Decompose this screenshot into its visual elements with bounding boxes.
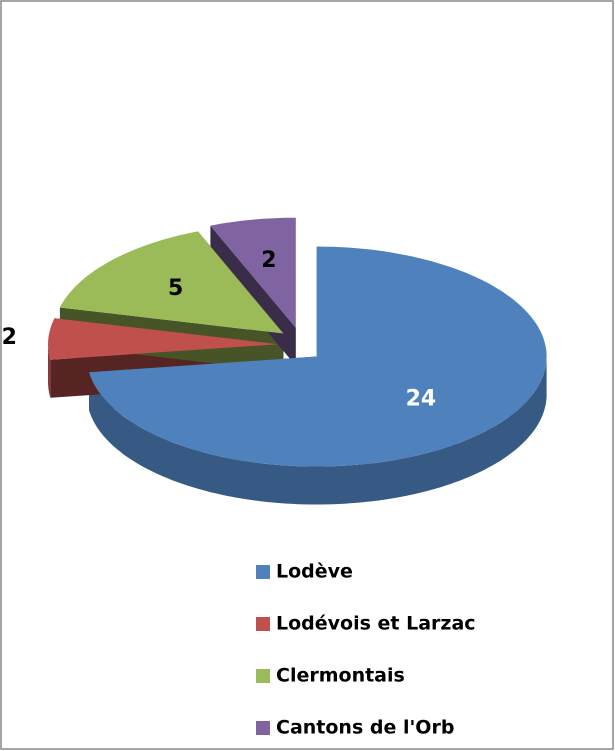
- slice: [59, 231, 284, 334]
- legend-label: Lodévois et Larzac: [276, 613, 476, 635]
- data-label: 2: [261, 248, 276, 273]
- legend-label: Clermontais: [276, 665, 405, 687]
- legend-swatch: [256, 669, 270, 683]
- slice: [48, 318, 278, 360]
- legend-label: Cantons de l'Orb: [276, 717, 454, 739]
- legend-swatch: [256, 721, 270, 735]
- slice: [210, 217, 296, 328]
- legend-swatch: [256, 565, 270, 579]
- legend-swatch: [256, 617, 270, 631]
- data-label: 24: [406, 387, 437, 412]
- data-label: 5: [168, 276, 183, 301]
- slice-side: [89, 356, 547, 505]
- slice-side: [48, 344, 51, 398]
- data-label: 2: [2, 325, 17, 350]
- slice: [89, 246, 547, 467]
- legend-label: Lodève: [276, 561, 353, 583]
